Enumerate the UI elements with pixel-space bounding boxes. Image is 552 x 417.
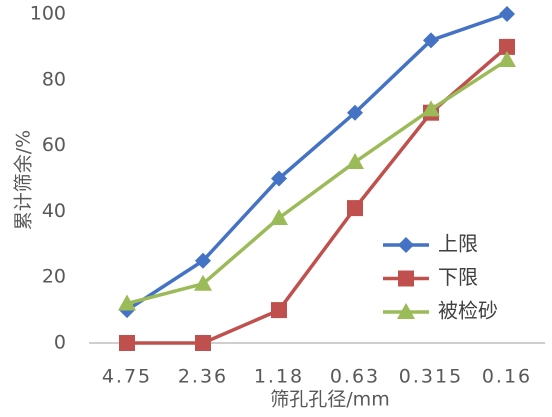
marker [347, 104, 363, 121]
x-tick-label: 4.75 [102, 366, 152, 388]
marker [346, 153, 364, 170]
legend-label: 上限 [438, 232, 478, 256]
marker [271, 170, 287, 187]
series-line [126, 12, 508, 312]
series-line [126, 58, 508, 306]
y-tick-label: 40 [42, 200, 66, 222]
marker [347, 200, 363, 217]
legend-marker [398, 270, 414, 287]
y-tick-label: 80 [42, 68, 66, 90]
legend-label: 被检砂 [438, 299, 498, 323]
marker [422, 100, 440, 117]
marker [271, 302, 287, 319]
marker [499, 38, 515, 55]
legend-marker [398, 237, 414, 253]
marker [118, 294, 136, 311]
marker [194, 274, 212, 291]
marker [498, 51, 516, 68]
marker [423, 32, 439, 49]
marker [499, 6, 515, 22]
x-tick-label: 2.36 [178, 366, 228, 388]
marker [195, 335, 211, 351]
marker [119, 335, 135, 351]
y-tick-label: 0 [54, 332, 66, 354]
legend-label: 下限 [438, 265, 478, 289]
y-axis-label: 累计筛余/% [13, 130, 35, 230]
x-tick-label: 0.16 [482, 366, 532, 388]
x-tick-label: 0.63 [330, 366, 380, 388]
x-tick-label: 1.18 [254, 366, 304, 388]
x-tick-label: 0.315 [399, 366, 463, 388]
y-tick-label: 20 [42, 266, 66, 288]
y-tick-label: 100 [30, 3, 66, 25]
marker [195, 252, 211, 269]
x-axis-label: 筛孔孔径/mm [270, 389, 389, 411]
marker [270, 208, 288, 225]
legend-marker [397, 303, 415, 319]
y-tick-label: 60 [42, 134, 66, 156]
